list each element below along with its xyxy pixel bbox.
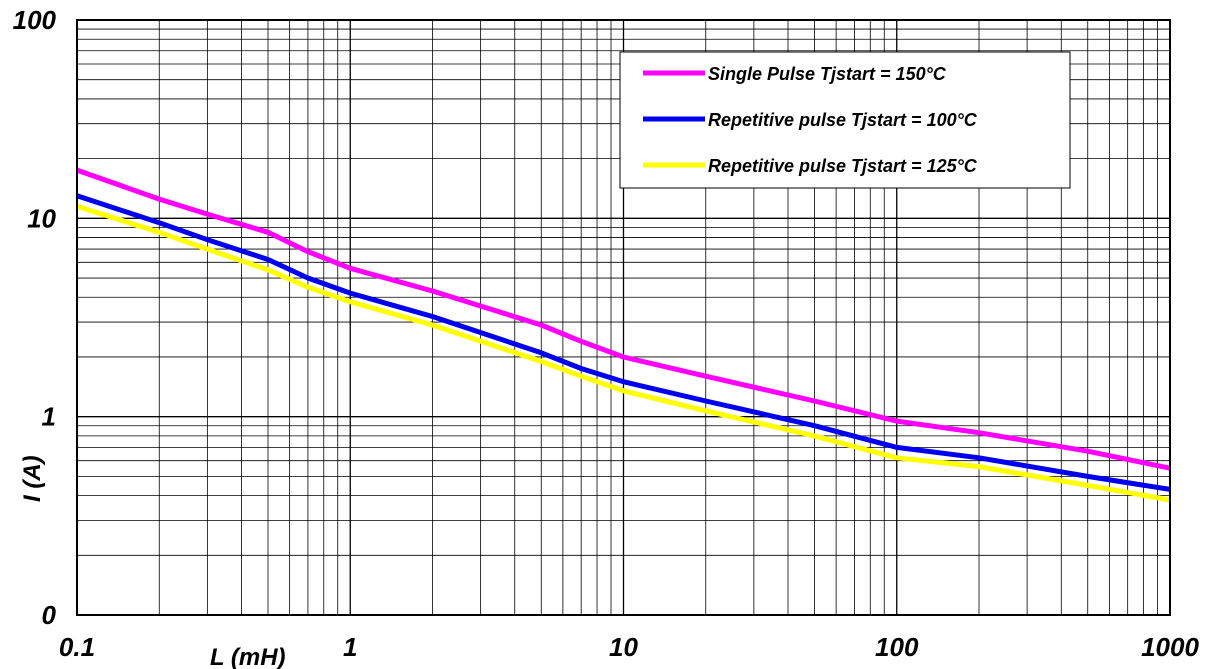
x-tick-label: 10 xyxy=(609,632,638,662)
x-axis-label: L (mH) xyxy=(210,644,286,669)
legend: Single Pulse Tjstart = 150°C Repetitive … xyxy=(619,51,1071,189)
legend-label-single-pulse: Single Pulse Tjstart = 150°C xyxy=(708,64,947,84)
x-tick-label: 1 xyxy=(343,632,357,662)
y-tick-label: 1 xyxy=(42,402,56,432)
series-lines xyxy=(76,167,1171,503)
x-tick-label: 1000 xyxy=(1141,632,1199,662)
y-tick-label: 10 xyxy=(27,203,56,233)
series-line-0 xyxy=(76,167,1171,471)
series-line-2 xyxy=(76,203,1171,503)
x-tick-label: 0.1 xyxy=(59,632,95,662)
x-tick-label: 100 xyxy=(875,632,919,662)
tick-labels: 0.1 1 10 100 1000 0 1 10 100 xyxy=(13,5,1200,662)
y-tick-label: 100 xyxy=(13,5,57,35)
plot-frame xyxy=(76,19,1171,616)
legend-entry-repetitive-100: Repetitive pulse Tjstart = 100°C xyxy=(643,110,978,130)
y-axis-label: I (A) xyxy=(19,455,46,502)
legend-label-repetitive-125: Repetitive pulse Tjstart = 125°C xyxy=(708,156,978,176)
series-line-1 xyxy=(76,193,1171,492)
legend-label-repetitive-100: Repetitive pulse Tjstart = 100°C xyxy=(708,110,978,130)
legend-entry-repetitive-125: Repetitive pulse Tjstart = 125°C xyxy=(643,156,978,176)
y-tick-label: 0 xyxy=(42,600,57,630)
legend-entry-single-pulse: Single Pulse Tjstart = 150°C xyxy=(643,64,947,84)
